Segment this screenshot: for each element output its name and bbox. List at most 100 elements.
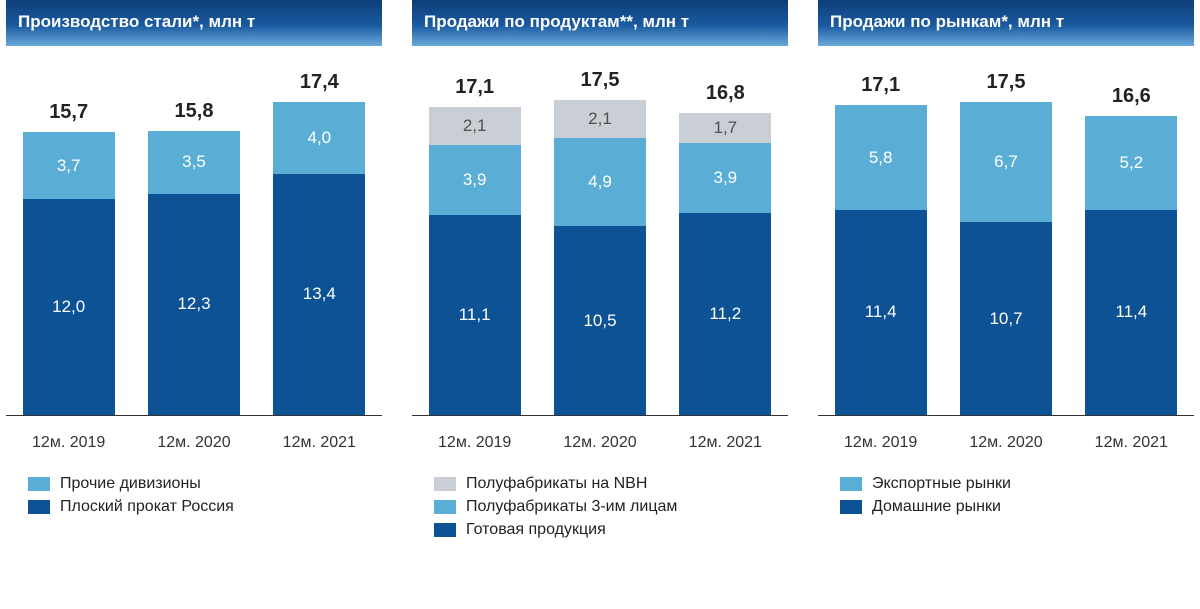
bar-total-label: 16,6: [1112, 85, 1151, 108]
bars-row: 17,111,45,817,510,76,716,611,45,2: [818, 56, 1194, 415]
legend-swatch: [840, 477, 862, 491]
legend-item: Прочие дивизионы: [28, 475, 382, 493]
bar-segment: 4,0: [273, 102, 365, 174]
bar-stack: 12,33,5: [148, 131, 240, 415]
bar-total-label: 15,8: [175, 100, 214, 123]
legend-swatch: [28, 500, 50, 514]
bar-stack: 11,13,92,1: [429, 107, 521, 415]
x-labels-row: 12м. 2019 12м. 2020 12м. 2021: [818, 434, 1194, 452]
legend-label: Полуфабрикаты на NBH: [466, 475, 647, 493]
x-axis-baseline: [818, 415, 1194, 416]
bar-stack: 12,03,7: [23, 132, 115, 415]
x-axis-baseline: [6, 415, 382, 416]
bar-segment: 11,4: [1085, 210, 1177, 415]
legend-swatch: [28, 477, 50, 491]
x-axis-label: 12м. 2019: [23, 434, 115, 452]
bar-column: 15,8 12,33,5: [148, 100, 240, 415]
bar-segment: 4,9: [554, 138, 646, 226]
bar-total-label: 17,1: [455, 76, 494, 99]
legend-item: Экспортные рынки: [840, 475, 1194, 493]
legend: Полуфабрикаты на NBH Полуфабрикаты 3-им л…: [412, 470, 788, 544]
x-axis-label: 12м. 2020: [960, 434, 1052, 452]
bar-segment: 5,8: [835, 105, 927, 209]
bar-segment: 2,1: [554, 100, 646, 138]
x-axis-label: 12м. 2021: [679, 434, 771, 452]
legend-item: Плоский прокат Россия: [28, 498, 382, 516]
bar-total-label: 17,5: [581, 69, 620, 92]
legend-swatch: [434, 500, 456, 514]
x-axis-label: 12м. 2020: [148, 434, 240, 452]
legend-label: Экспортные рынки: [872, 475, 1011, 493]
legend-swatch: [434, 477, 456, 491]
panel-title: Производство стали*, млн т: [6, 0, 382, 46]
bar-segment: 6,7: [960, 102, 1052, 223]
bar-stack: 11,45,2: [1085, 116, 1177, 415]
bar-total-label: 17,1: [861, 74, 900, 97]
x-axis-baseline: [412, 415, 788, 416]
legend-swatch: [434, 523, 456, 537]
panel-1: Продажи по продуктам**, млн т17,111,13,9…: [412, 0, 788, 544]
bars-row: 15,7 12,03,7 15,8 12,33,5 17,4 13,44,0: [6, 56, 382, 415]
bar-segment: 5,2: [1085, 116, 1177, 210]
bar-column: 17,4 13,44,0: [273, 71, 365, 415]
legend-label: Домашние рынки: [872, 498, 1001, 516]
bar-segment: 13,4: [273, 174, 365, 415]
bar-segment: 10,7: [960, 222, 1052, 415]
bar-stack: 11,23,91,7: [679, 113, 771, 415]
legend-label: Прочие дивизионы: [60, 475, 201, 493]
bar-column: 16,6 11,45,2: [1085, 85, 1177, 415]
bar-column: 16,8 11,23,91,7: [679, 82, 771, 415]
bar-total-label: 17,5: [987, 71, 1026, 94]
bar-segment: 3,9: [679, 143, 771, 213]
x-labels-row: 12м. 2019 12м. 2020 12м. 2021: [6, 434, 382, 452]
chart-area: 17,111,13,92,117,510,54,92,116,811,23,91…: [412, 56, 788, 456]
panels-container: Производство стали*, млн т15,712,03,715,…: [0, 0, 1200, 544]
panel-0: Производство стали*, млн т15,712,03,715,…: [6, 0, 382, 544]
bars-row: 17,111,13,92,117,510,54,92,116,811,23,91…: [412, 56, 788, 415]
legend: Прочие дивизионы Плоский прокат Россия: [6, 470, 382, 521]
chart-area: 15,7 12,03,7 15,8 12,33,5 17,4 13,44,0 12м. 20…: [6, 56, 382, 456]
legend-label: Готовая продукция: [466, 521, 606, 539]
bar-stack: 10,76,7: [960, 102, 1052, 415]
x-axis-label: 12м. 2019: [835, 434, 927, 452]
bar-segment: 2,1: [429, 107, 521, 145]
bar-segment: 1,7: [679, 113, 771, 144]
bar-segment: 10,5: [554, 226, 646, 415]
legend-item: Готовая продукция: [434, 521, 788, 539]
x-axis-label: 12м. 2021: [1085, 434, 1177, 452]
bar-column: 15,7 12,03,7: [23, 101, 115, 415]
bar-stack: 13,44,0: [273, 102, 365, 415]
panel-2: Продажи по рынкам*, млн т17,111,45,817,5…: [818, 0, 1194, 544]
bar-segment: 3,7: [23, 132, 115, 199]
x-labels-row: 12м. 2019 12м. 2020 12м. 2021: [412, 434, 788, 452]
bar-column: 17,5 10,76,7: [960, 71, 1052, 415]
panel-title: Продажи по продуктам**, млн т: [412, 0, 788, 46]
bar-segment: 11,4: [835, 210, 927, 415]
legend: Экспортные рынки Домашние рынки: [818, 470, 1194, 521]
bar-segment: 12,3: [148, 194, 240, 415]
x-axis-label: 12м. 2021: [273, 434, 365, 452]
legend-label: Полуфабрикаты 3-им лицам: [466, 498, 677, 516]
panel-title: Продажи по рынкам*, млн т: [818, 0, 1194, 46]
legend-label: Плоский прокат Россия: [60, 498, 234, 516]
bar-segment: 3,5: [148, 131, 240, 194]
legend-item: Полуфабрикаты 3-им лицам: [434, 498, 788, 516]
bar-segment: 12,0: [23, 199, 115, 415]
x-axis-label: 12м. 2019: [429, 434, 521, 452]
legend-swatch: [840, 500, 862, 514]
bar-total-label: 15,7: [49, 101, 88, 124]
bar-total-label: 17,4: [300, 71, 339, 94]
legend-item: Домашние рынки: [840, 498, 1194, 516]
legend-item: Полуфабрикаты на NBH: [434, 475, 788, 493]
bar-column: 17,1 11,13,92,1: [429, 76, 521, 415]
bar-column: 17,1 11,45,8: [835, 74, 927, 415]
bar-column: 17,5 10,54,92,1: [554, 69, 646, 415]
bar-segment: 11,1: [429, 215, 521, 415]
bar-segment: 11,2: [679, 213, 771, 415]
bar-stack: 10,54,92,1: [554, 100, 646, 415]
chart-area: 17,111,45,817,510,76,716,611,45,212м. 20…: [818, 56, 1194, 456]
bar-stack: 11,45,8: [835, 105, 927, 415]
bar-total-label: 16,8: [706, 82, 745, 105]
x-axis-label: 12м. 2020: [554, 434, 646, 452]
bar-segment: 3,9: [429, 145, 521, 215]
